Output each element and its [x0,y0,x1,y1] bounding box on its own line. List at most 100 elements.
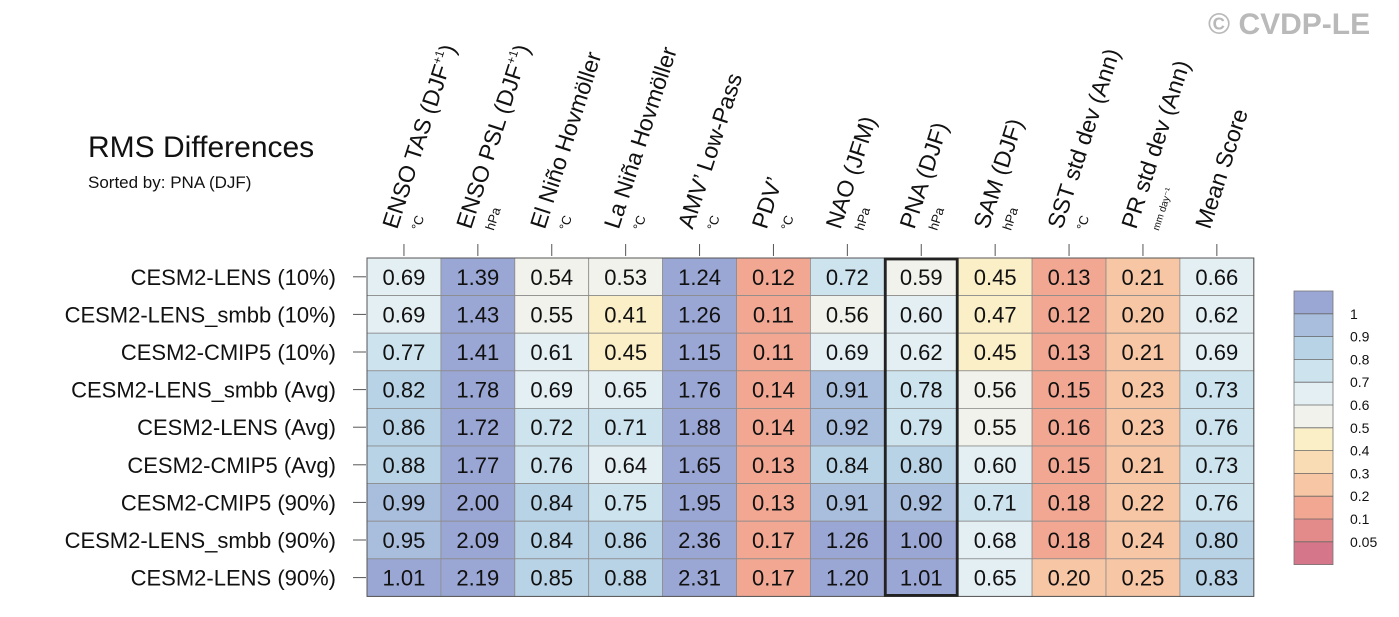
row-label: CESM2-LENS (90%) [131,566,336,591]
column-unit: hPa [1000,205,1022,232]
row-label: CESM2-CMIP5 (90%) [121,490,336,515]
cell-value: 0.59 [900,265,943,290]
column-label: El Niño Hovmöller [525,48,607,231]
column-header: SAM (DJF)hPa [968,115,1028,232]
cell-value: 0.21 [1122,265,1165,290]
cell-value: 1.00 [900,528,943,553]
cell-value: 1.77 [456,453,499,478]
column-unit: °C [704,214,723,233]
heatmap-cell [440,483,516,522]
cell-value: 0.69 [826,340,869,365]
cell-value: 0.82 [383,378,426,403]
heatmap-cell [440,370,516,409]
cell-value: 0.64 [604,453,647,478]
heatmap-cell [662,520,737,560]
column-label: NAO (JFM) [820,113,881,232]
cell-value: 0.88 [383,453,426,478]
cell-value: 0.14 [752,415,795,440]
heatmap-cell [366,445,442,484]
heatmap-cell [883,520,959,560]
heatmap-cell [588,407,664,447]
chart-title: RMS Differences [88,131,314,164]
cell-value: 0.23 [1122,415,1165,440]
heatmap-cell [810,520,885,560]
colorbar-tick-label: 0.05 [1350,534,1377,550]
colorbar-tick-label: 0.1 [1350,511,1370,527]
cell-value: 1.72 [456,415,499,440]
heatmap-cell [366,407,442,447]
heatmap-cell [662,332,737,372]
cell-value: 0.60 [900,302,943,327]
heatmap-cell [588,370,664,409]
highlight-column-box [883,257,959,597]
cell-value: 1.01 [383,566,426,591]
heatmap-cell [366,558,442,597]
cell-value: 0.13 [752,453,795,478]
column-unit: hPa [852,205,874,232]
cell-value: 0.72 [530,415,573,440]
heatmap-cell [588,332,664,372]
colorbar-tick-label: 0.6 [1350,397,1370,413]
heatmap-cell [514,295,590,334]
heatmap-cell [883,332,959,372]
heatmap-cell [440,407,516,447]
column-label: La Niña Hovmöller [599,43,682,231]
cell-value: 0.84 [530,528,573,553]
heatmap-cell [662,558,737,597]
cell-value: 0.72 [826,265,869,290]
cell-value: 0.69 [1195,340,1238,365]
cell-value: 0.54 [530,265,573,290]
row-label: CESM2-LENS (10%) [131,265,336,290]
cell-value: 0.66 [1195,265,1238,290]
cell-value: 0.73 [1195,453,1238,478]
cell-value: 0.92 [900,490,943,515]
heatmap-cell [440,295,516,334]
heatmap-cell [957,483,1033,522]
heatmap-cell [662,483,737,522]
heatmap-cell [736,257,811,296]
cell-value: 0.88 [604,566,647,591]
column-header: PDV’°C [746,174,796,232]
heatmap-cell [1031,520,1107,560]
cell-value: 0.62 [1195,302,1238,327]
heatmap-cell [736,483,811,522]
cell-value: 0.77 [383,340,426,365]
heatmap-cell [883,370,959,409]
cell-value: 1.41 [456,340,499,365]
heatmap-cell [1105,257,1181,296]
cell-value: 0.65 [974,566,1017,591]
column-unit: mm day⁻¹ [1151,186,1175,232]
cell-value: 0.84 [530,490,573,515]
cell-value: 0.65 [604,378,647,403]
cell-value: 0.45 [974,265,1017,290]
cell-value: 0.60 [974,453,1017,478]
cell-value: 0.84 [826,453,869,478]
heatmap-cell [1031,407,1107,447]
cell-value: 0.69 [383,302,426,327]
cell-value: 0.99 [383,490,426,515]
heatmap-cell [440,445,516,484]
row-labels: CESM2-LENS (10%) CESM2-LENS_smbb (10%) CES… [65,265,366,591]
column-label: ENSO TAS (DJF+1) [377,41,461,231]
colorbar: 1 0.9 0.8 0.7 0.6 0.5 0.4 0.3 0.2 0.1 0.05 [1293,290,1377,566]
heatmap-cell [440,558,516,597]
cell-value: 0.91 [826,378,869,403]
cell-value: 0.80 [1195,528,1238,553]
column-header: Mean Score [1190,106,1253,232]
colorbar-tick-label: 0.7 [1350,374,1370,390]
cell-value: 0.73 [1195,378,1238,403]
heatmap-cell [1031,332,1107,372]
heatmap-cell [1105,332,1181,372]
heatmap-cell [810,558,885,597]
heatmap-cell [1031,445,1107,484]
cell-value: 0.92 [826,415,869,440]
heatmap-cell [1179,520,1255,560]
cell-value: 0.24 [1122,528,1165,553]
cell-value: 0.41 [604,302,647,327]
cell-value: 2.00 [456,490,499,515]
cell-value: 0.13 [1048,265,1091,290]
cell-value: 0.86 [383,415,426,440]
column-headers: ENSO TAS (DJF+1)°C ENSO PSL (DJF+1)hPa El … [377,41,1253,256]
